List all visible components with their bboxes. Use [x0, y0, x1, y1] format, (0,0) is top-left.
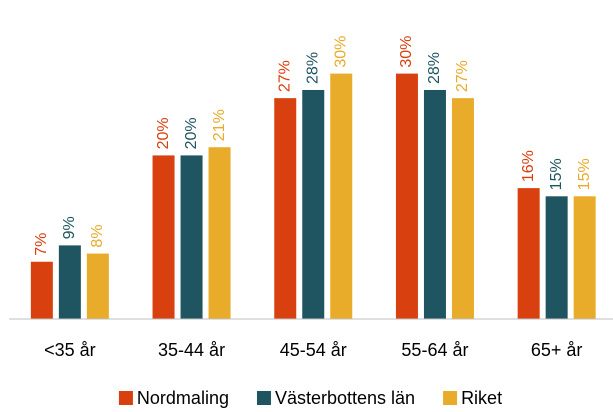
x-tick-label: <35 år [44, 340, 96, 360]
x-tick-label: 45-54 år [280, 340, 347, 360]
bar [451, 98, 474, 320]
bar [545, 196, 568, 319]
bar [517, 188, 540, 319]
bar [152, 155, 175, 319]
bar [274, 98, 297, 320]
data-label: 8% [89, 224, 106, 247]
data-label: 27% [454, 60, 471, 92]
legend-label: Västerbottens län [275, 388, 415, 408]
legend-swatch [256, 391, 271, 405]
bar [302, 89, 325, 319]
bar [86, 253, 109, 319]
data-label: 21% [211, 109, 228, 141]
legend-label: Nordmaling [137, 388, 229, 408]
data-label: 15% [548, 158, 565, 190]
data-label: 30% [332, 36, 349, 68]
x-tick-label: 65+ år [531, 340, 583, 360]
data-label: 16% [520, 150, 537, 182]
data-label: 27% [276, 60, 293, 92]
data-label: 28% [426, 52, 443, 84]
data-label: 7% [33, 233, 50, 256]
bar [58, 245, 81, 319]
data-label: 9% [61, 216, 78, 239]
x-tick-label: 55-64 år [401, 340, 468, 360]
bar [208, 147, 231, 319]
data-label: 20% [155, 117, 172, 149]
bar [395, 73, 418, 319]
bar [573, 196, 596, 319]
data-label: 20% [183, 117, 200, 149]
legend-label: Riket [461, 388, 502, 408]
data-label: 28% [304, 52, 321, 84]
data-label: 30% [398, 36, 415, 68]
bar [30, 261, 53, 319]
bar [330, 73, 353, 319]
data-label: 15% [576, 158, 593, 190]
legend-swatch [118, 391, 133, 405]
x-tick-label: 35-44 år [158, 340, 225, 360]
legend-swatch [443, 391, 458, 405]
bar [180, 155, 203, 319]
bar [423, 89, 446, 319]
